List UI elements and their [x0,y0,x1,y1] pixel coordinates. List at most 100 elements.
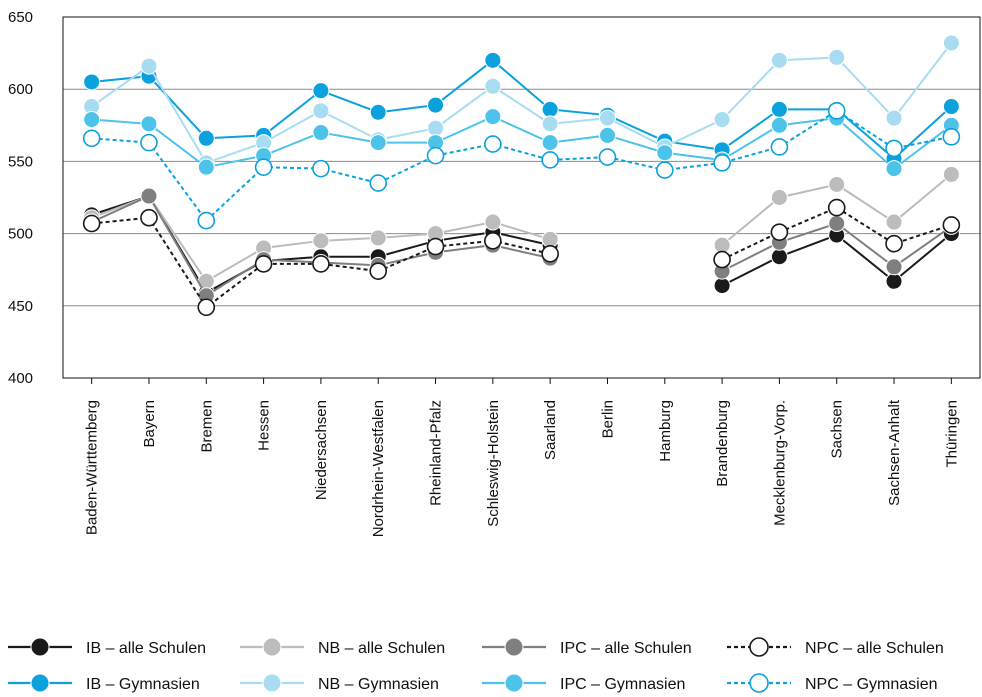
data-point [885,272,903,290]
data-point [541,115,559,133]
data-point [426,146,445,165]
data-point [484,213,502,231]
data-point [484,77,502,95]
data-point [426,237,445,256]
data-point [541,151,559,169]
data-point [541,134,559,152]
x-axis-category-labels: Baden-Württemberg Bayern Bremen Hessen Niede… [84,399,961,537]
x-category-label: Sachsen [829,400,846,458]
data-point [885,139,903,158]
legend-item: IB – alle Schulen [8,637,206,657]
legend-item: IPC – Gymnasien [482,673,685,693]
series-line [91,109,952,222]
data-point [82,214,101,233]
legend-marker [262,637,282,657]
legend: IB – alle Schulen NB – alle Schulen IPC – … [8,637,944,693]
data-point [197,211,216,230]
y-tick-label: 500 [8,226,33,243]
x-category-label: Nordrhein-Westfalen [370,400,387,537]
data-point [713,236,731,254]
data-point [828,214,846,232]
x-category-label: Bayern [141,400,158,448]
legend-marker [504,673,524,693]
data-point [655,161,674,179]
legend-label: NB – alle Schulen [318,640,445,657]
legend-label: NPC – alle Schulen [805,640,944,657]
data-point [427,96,445,114]
data-point [770,51,788,69]
series-4 [83,51,960,168]
series-7 [82,102,961,230]
x-category-label: Baden-Württemberg [84,400,101,535]
data-point [713,111,731,129]
series-6 [83,108,960,178]
data-point [713,250,731,269]
series-group [82,34,961,317]
data-point [541,230,559,248]
data-point [427,119,445,137]
series-line [91,59,953,160]
data-point [942,165,960,183]
legend-item: IPC – alle Schulen [482,637,692,657]
series-5 [83,34,960,172]
legend-label: NB – Gymnasien [318,676,439,693]
series-1 [83,165,960,290]
data-point [312,124,330,142]
y-tick-label: 450 [8,298,33,315]
data-point [885,213,903,231]
series-line [91,216,551,309]
data-point [942,98,960,116]
data-point [770,223,789,241]
series-line [91,115,952,170]
legend-marker [30,637,50,657]
data-point [598,148,617,166]
data-point [770,116,788,134]
data-point [713,277,731,295]
series-line [721,206,952,261]
x-category-label: Berlin [599,400,616,438]
legend-marker [30,673,50,693]
legend-label: IPC – alle Schulen [560,640,692,657]
data-point [369,262,388,280]
grid-lines [62,16,981,384]
data-point [140,187,158,205]
data-point [369,174,388,192]
y-tick-label: 400 [8,370,33,387]
legend-item: NB – alle Schulen [240,637,445,657]
data-point [83,111,101,129]
series-0 [83,187,960,302]
data-point [312,82,330,100]
legend-marker [749,673,769,693]
data-point [83,73,101,91]
legend-marker [262,673,282,693]
data-point [827,102,846,120]
data-point [197,298,216,317]
data-point [885,160,903,178]
data-point [713,154,731,172]
data-point [312,232,330,250]
data-point [942,128,961,146]
data-point [828,48,846,66]
data-point [369,134,387,152]
legend-item: IB – Gymnasien [8,673,200,693]
legend-label: IB – Gymnasien [86,676,200,693]
x-category-label: Rheinland-Pfalz [428,400,445,506]
data-point [254,158,273,176]
legend-label: IB – alle Schulen [86,640,206,657]
x-category-label: Niedersachsen [313,400,330,500]
data-point [541,245,559,263]
data-point [770,100,788,118]
data-point [254,255,273,273]
legend-marker [504,637,524,657]
x-category-label: Thüringen [943,400,960,468]
data-point [369,103,387,121]
x-category-label: Brandenburg [714,400,731,487]
data-point [770,138,789,156]
data-point [484,135,502,153]
data-point [885,109,903,127]
data-point [828,176,846,194]
data-point [827,198,846,217]
series-line [91,42,953,164]
data-point [942,216,961,234]
data-point [770,248,788,266]
